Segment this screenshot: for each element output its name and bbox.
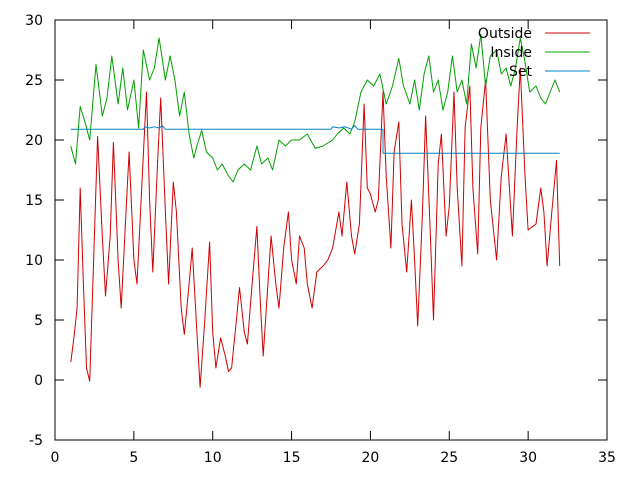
y-tick-label: 0 — [34, 373, 43, 389]
legend-label-set: Set — [509, 64, 533, 80]
y-tick-label: 15 — [25, 193, 43, 209]
x-tick-label: 30 — [519, 450, 537, 466]
axis-ticks: 0 5 10 15 20 25 30 35 -5 0 5 10 15 20 25 30 — [25, 13, 616, 466]
plot-frame — [54, 19, 608, 441]
plot-border — [54, 19, 608, 441]
series-line-set — [70, 125, 560, 154]
series-line-outside — [70, 67, 561, 388]
legend: Outside Inside Set — [478, 26, 590, 80]
y-tick-label: 20 — [25, 133, 43, 149]
series-lines — [70, 33, 561, 388]
x-tick-label: 5 — [129, 450, 138, 466]
y-tick-label: 30 — [25, 13, 43, 29]
series-line-inside — [70, 33, 561, 183]
y-tick-label: 5 — [34, 313, 43, 329]
x-tick-label: 35 — [598, 450, 616, 466]
y-tick-label: -5 — [29, 433, 43, 449]
legend-label-outside: Outside — [478, 26, 532, 42]
x-tick-label: 20 — [362, 450, 380, 466]
y-tick-label: 10 — [25, 253, 43, 269]
x-tick-label: 10 — [204, 450, 222, 466]
x-tick-label: 0 — [51, 450, 60, 466]
x-tick-label: 25 — [440, 450, 458, 466]
legend-label-inside: Inside — [490, 45, 532, 61]
y-tick-label: 25 — [25, 73, 43, 89]
x-tick-label: 15 — [283, 450, 301, 466]
